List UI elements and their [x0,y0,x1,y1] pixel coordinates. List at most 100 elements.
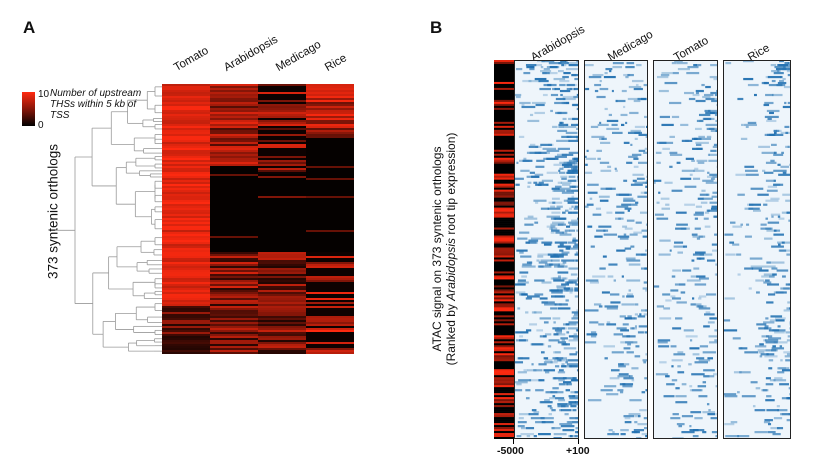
atac-signal [702,411,716,414]
heatmap-cell [210,258,259,261]
atac-signal [592,73,604,77]
atac-signal [633,157,639,160]
expression-strip-cell [494,425,514,428]
expression-strip-cell [494,191,514,194]
heatmap-cell [162,136,211,139]
atac-signal [609,69,612,73]
heatmap-cell [258,344,307,347]
atac-signal [572,335,579,338]
atac-signal [568,151,579,154]
atac-signal [553,279,565,282]
heatmap-cell [210,316,259,319]
heatmap-cell [306,108,354,111]
atac-signal [711,99,718,103]
atac-signal [572,157,579,160]
heatmap-cell [162,102,211,105]
heatmap-cell [162,340,211,343]
expression-strip-cell [494,253,514,256]
atac-signal [565,361,568,364]
atac-signal [534,151,547,154]
expression-strip-cell [494,101,514,105]
atac-signal [557,265,564,268]
atac-signal [562,95,574,99]
atac-signal [773,183,784,186]
atac-signal [574,243,579,246]
heatmap-cell [210,306,259,309]
atac-signal [689,385,693,388]
atac-signal [708,109,718,113]
atac-signal [764,115,779,119]
atac-signal [764,327,772,330]
heatmap-cell [162,92,211,95]
heatmap-cell [258,252,307,255]
atac-signal [550,217,556,220]
heatmap-cell [306,306,354,309]
heatmap-cell [258,136,307,139]
expression-strip-cell [494,415,514,418]
heatmap-cell [162,320,211,323]
expression-strip-cell [494,307,514,310]
heatmap-cell [306,208,354,211]
atac-signal [666,383,675,386]
atac-signal [570,273,578,276]
heatmap-cell [162,222,211,225]
atac-signal [777,371,785,374]
atac-signal [736,253,742,256]
atac-signal [604,305,619,308]
atac-signal [674,283,686,286]
expression-strip-cell [494,163,514,167]
atac-signal [677,365,681,368]
atac-signal [765,279,770,282]
expression-strip-cell [494,309,514,312]
atac-signal [634,355,641,358]
atac-signal [525,427,535,430]
atac-signal [633,429,645,432]
heatmap-cell [258,142,307,145]
atac-signal [617,375,631,378]
atac-signal [637,315,646,318]
atac-signal [684,91,694,95]
heatmap-cell [162,286,211,289]
heatmap-cell [162,100,211,103]
atac-signal [773,417,783,420]
atac-signal [540,351,545,354]
heatmap-cell [306,232,354,235]
heatmap-cell [258,296,307,299]
atac-signal [584,341,597,344]
atac-signal [522,159,533,162]
atac-signal [550,391,553,394]
atac-signal [552,125,558,129]
atac-signal [533,369,543,372]
heatmap-cell [258,216,307,219]
atac-signal [775,317,786,320]
atac-signal [693,213,704,216]
heatmap-cell [258,162,307,165]
atac-signal [767,221,780,224]
atac-signal [558,333,566,336]
atac-signal [769,379,776,382]
atac-signal [692,253,705,256]
atac-signal [709,341,718,344]
atac-signal [744,123,757,127]
atac-signal [557,129,568,133]
atac-signal [531,175,540,178]
atac-signal [576,107,579,111]
atac-signal [570,405,577,408]
atac-signal [524,217,538,220]
atac-signal [540,417,554,420]
heatmap-cell [162,134,211,137]
atac-signal [615,99,626,103]
expression-strip-cell [494,281,514,284]
expression-strip-cell [494,60,514,63]
heatmap-cell [258,324,307,327]
atac-signal [521,105,536,109]
atac-signal [637,331,644,334]
atac-signal [567,61,579,65]
atac-signal [528,239,539,242]
heatmap-cell [210,276,259,279]
atac-signal [587,399,602,402]
heatmap-cell [210,136,259,139]
atac-signal [568,207,573,210]
expression-strip-cell [494,379,514,382]
heatmap-cell [306,322,354,325]
